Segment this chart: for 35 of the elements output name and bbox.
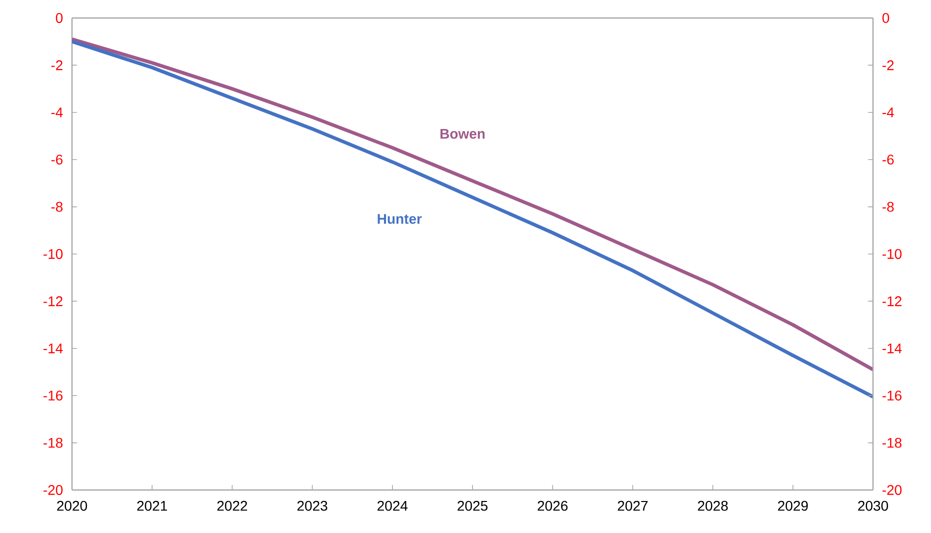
- y2-tick-label: 0: [56, 13, 63, 23]
- y2-tick-label: -18: [44, 438, 63, 448]
- y-tick-label: -6: [882, 154, 894, 165]
- y2-tick-label: -20: [44, 485, 63, 495]
- y-tick-label: -16: [882, 390, 902, 401]
- y-tick-label: -14: [882, 344, 902, 354]
- text: Hunter: [378, 214, 422, 224]
- x-tick-label: 2023: [297, 500, 328, 511]
- x-tick-label: 2026: [538, 500, 568, 511]
- y-tick-label: -8: [882, 202, 894, 212]
- y-tick-label: -20: [882, 485, 902, 495]
- x-tick-label: 2020: [57, 500, 88, 511]
- y-tick-label: -4: [882, 108, 894, 118]
- y-tick-label: -12: [882, 296, 902, 306]
- y2-tick-label: -6: [51, 154, 63, 165]
- x-tick-label: 2024: [378, 500, 408, 511]
- y2-tick-label: -2: [51, 60, 62, 70]
- series-label: Bowen: [440, 128, 485, 139]
- y-tick-label: -10: [882, 249, 902, 259]
- x-tick-label: 2030: [858, 500, 888, 511]
- y2-tick-label: -14: [44, 344, 63, 354]
- y2-tick-label: -10: [44, 249, 63, 259]
- x-tick-label: 2022: [217, 500, 248, 511]
- y-tick-label: -18: [882, 438, 902, 448]
- y-tick-label: 0: [882, 13, 890, 23]
- x-tick-label: 2025: [458, 500, 488, 511]
- y-tick-label: -2: [882, 60, 894, 70]
- y2-tick-label: -8: [51, 202, 63, 212]
- y2-tick-label: -4: [51, 108, 63, 118]
- x-tick-label: 2021: [137, 500, 167, 511]
- y2-tick-label: -16: [44, 390, 63, 401]
- x-tick-label: 2028: [698, 500, 728, 511]
- x-tick-label: 2029: [778, 500, 808, 511]
- y2-tick-label: -12: [44, 296, 62, 306]
- x-tick-label: 2027: [618, 500, 648, 511]
